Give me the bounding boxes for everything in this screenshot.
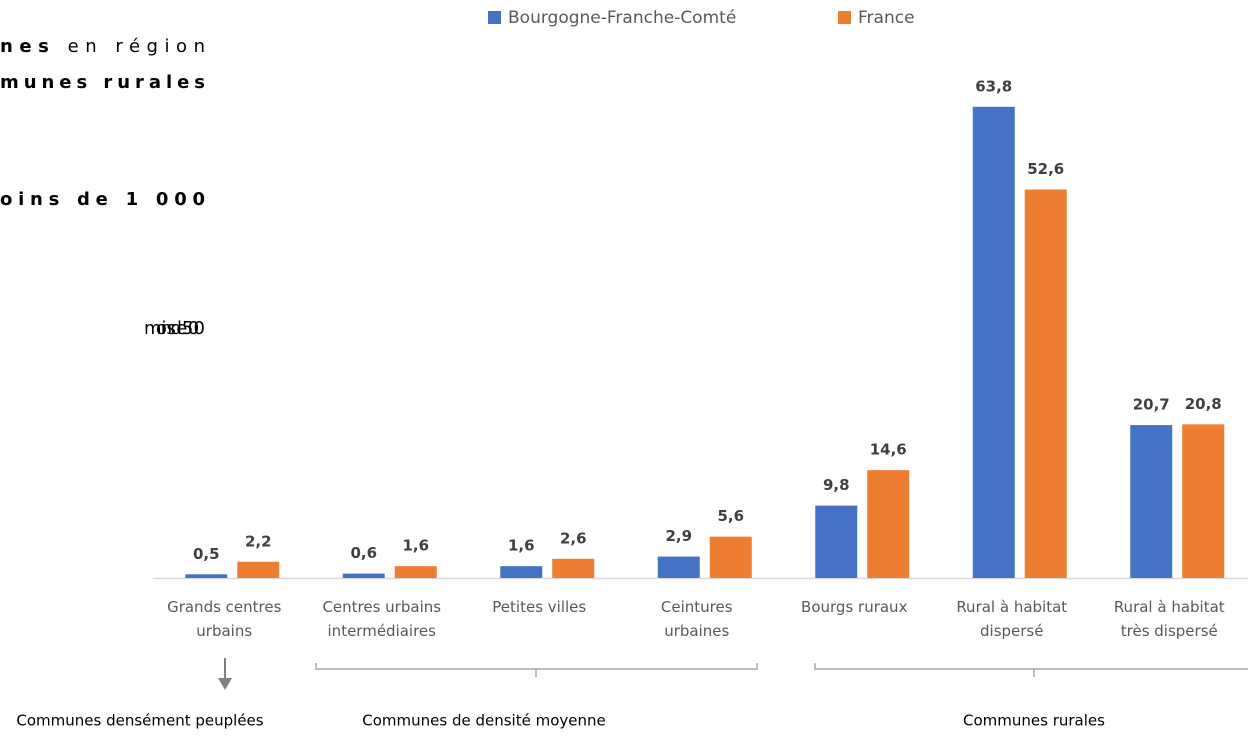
x-tick-label: Rural à habitat dispersé [956, 598, 1067, 640]
value-label: 1,6 [402, 537, 429, 555]
bar [552, 558, 595, 578]
value-label: 2,2 [245, 532, 272, 550]
bracket [814, 663, 1248, 677]
value-label: 2,6 [560, 529, 587, 547]
value-label: 1,6 [508, 537, 535, 555]
intro-normal: en région [55, 36, 205, 57]
intro-line: nes en région [0, 36, 205, 57]
bar [500, 566, 543, 578]
value-label: 52,6 [1027, 160, 1064, 178]
value-label: 9,8 [823, 476, 850, 494]
bar [1182, 424, 1225, 578]
group-label: Communes de densité moyenne [362, 712, 605, 730]
x-tick-label: Grands centres urbains [167, 598, 282, 640]
intro-bold: nes [0, 36, 49, 57]
value-label: 0,6 [350, 544, 377, 562]
intro-normal: moins de 500 [144, 318, 205, 339]
bar [342, 573, 385, 578]
legend-label: France [858, 8, 915, 28]
x-tick-label: Centres urbains intermédiaires [322, 598, 441, 640]
bar [972, 106, 1015, 578]
legend-label: Bourgogne-Franche-Comté [508, 8, 736, 28]
x-tick-label: Ceintures urbaines [661, 598, 733, 640]
bar [867, 470, 910, 578]
intro-line: munes rurales [0, 72, 205, 93]
x-tick-label: Petites villes [492, 598, 586, 616]
x-tick-label: Bourgs ruraux [801, 598, 908, 616]
bar [815, 505, 858, 578]
bar [1024, 189, 1067, 579]
intro-bold: oins de 1 000 [0, 189, 205, 210]
bar [709, 536, 752, 578]
group-label: Communes rurales [963, 712, 1105, 730]
legend-swatch [838, 11, 851, 24]
intro-bold: munes rurales [0, 72, 205, 93]
bar [657, 556, 700, 578]
bracket [315, 663, 758, 677]
x-tick-label: Rural à habitat très dispersé [1114, 598, 1225, 640]
group-label: Communes densément peuplées [16, 712, 263, 730]
intro-line: oins de 1 000 [0, 189, 205, 210]
value-label: 0,5 [193, 545, 220, 563]
bar [1130, 425, 1173, 578]
bar [394, 566, 437, 578]
value-label: 20,8 [1185, 395, 1222, 413]
value-label: 14,6 [870, 441, 907, 459]
value-label: 20,7 [1133, 396, 1170, 414]
value-label: 5,6 [717, 507, 744, 525]
value-label: 63,8 [975, 77, 1012, 95]
intro-line: moins de 500 [144, 318, 205, 339]
value-label: 2,9 [665, 527, 692, 545]
bar [185, 574, 228, 578]
bar [237, 561, 280, 578]
arrow-head [218, 678, 232, 690]
legend-swatch [488, 11, 501, 24]
